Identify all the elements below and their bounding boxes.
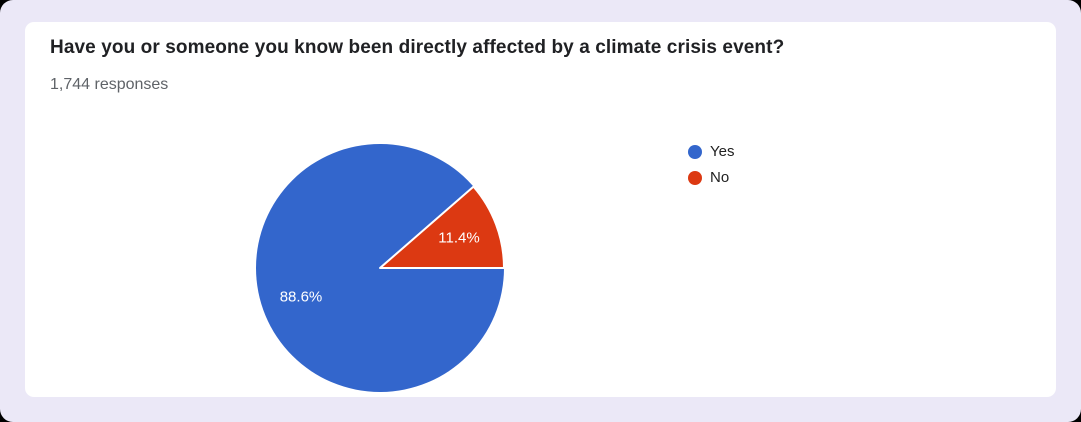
question-summary-card: Have you or someone you know been direct… bbox=[25, 22, 1056, 397]
legend-dot-yes-icon bbox=[688, 145, 702, 159]
legend-label-no: No bbox=[710, 169, 730, 186]
legend-label-yes: Yes bbox=[710, 143, 735, 160]
pie-slice-label-yes: 88.6% bbox=[280, 289, 323, 306]
question-title: Have you or someone you know been direct… bbox=[50, 37, 785, 58]
pie-chart: 88.6% 11.4% bbox=[256, 144, 505, 392]
legend-dot-no-icon bbox=[688, 171, 702, 185]
legend-item-yes: Yes bbox=[688, 139, 734, 165]
pie-slice-label-no: 11.4% bbox=[438, 229, 479, 246]
responses-count: 1,744 responses bbox=[50, 76, 169, 93]
pie-slice-no[interactable] bbox=[379, 185, 505, 269]
chart-legend: Yes No bbox=[688, 139, 734, 191]
legend-item-no: No bbox=[688, 165, 734, 191]
